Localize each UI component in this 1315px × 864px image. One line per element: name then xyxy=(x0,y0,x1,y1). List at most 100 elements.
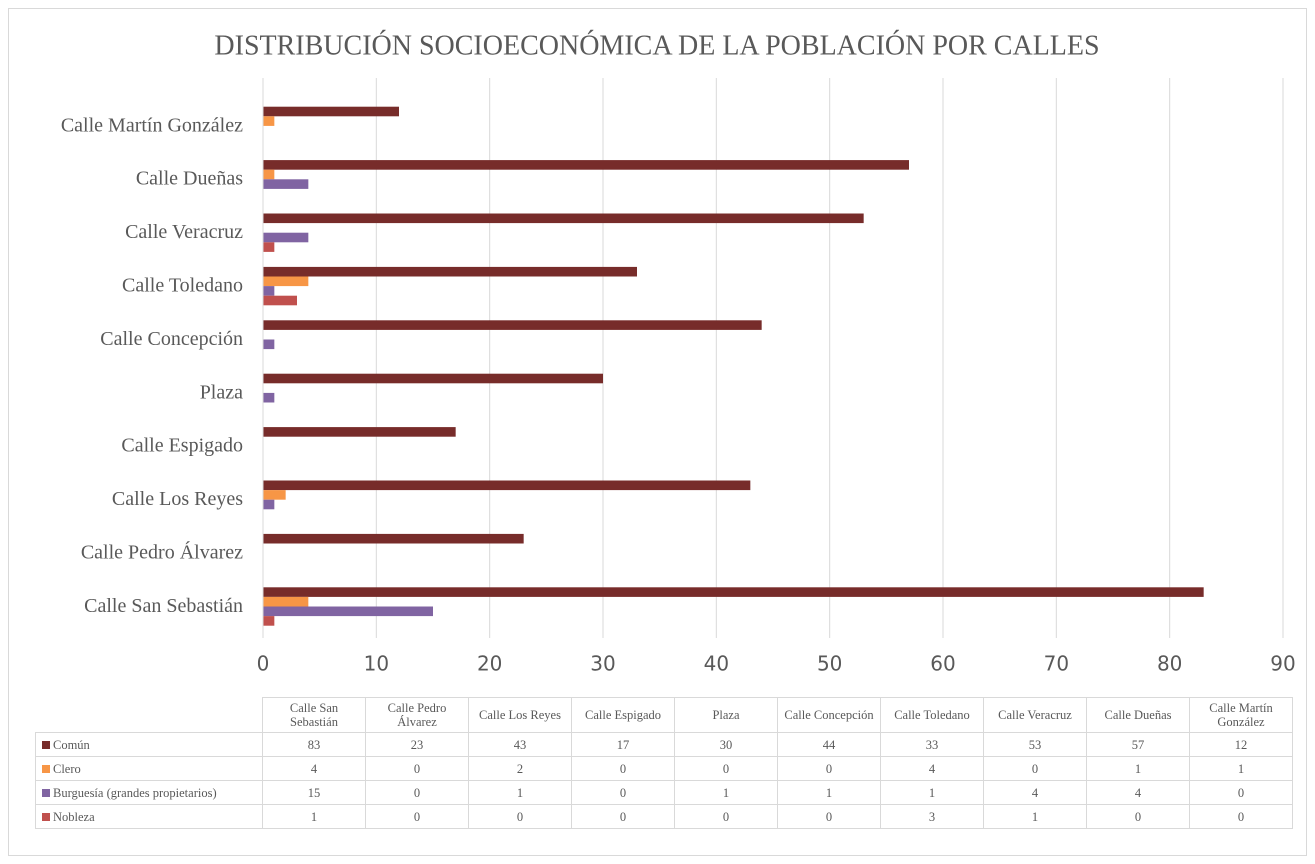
table-header-cell: Calle Pedro Álvarez xyxy=(365,697,469,733)
table-series-cell: Clero xyxy=(35,756,263,781)
bar xyxy=(263,106,399,117)
table-header-cell: Calle Veracruz xyxy=(983,697,1087,733)
y-tick-label: Calle Martín González xyxy=(61,114,243,136)
y-tick-label: Calle Espigado xyxy=(121,435,243,457)
chart-title: DISTRIBUCIÓN SOCIOECONÓMICA DE LA POBLAC… xyxy=(214,30,1099,61)
table-cell: 0 xyxy=(571,780,675,805)
table-header-cell: Calle Martín González xyxy=(1189,697,1293,733)
table-header-cell: Plaza xyxy=(674,697,778,733)
table-cell: 0 xyxy=(674,756,778,781)
table-cell: 4 xyxy=(880,756,984,781)
table-cell: 1 xyxy=(1086,756,1190,781)
bar xyxy=(263,276,309,287)
y-tick-label: Calle Dueñas xyxy=(136,168,243,190)
table-cell: 0 xyxy=(983,756,1087,781)
x-tick-label: 70 xyxy=(1044,652,1069,676)
bar xyxy=(263,286,275,296)
table-cell: 15 xyxy=(262,780,366,805)
table-cell: 0 xyxy=(365,804,469,829)
table-cell: 1 xyxy=(674,780,778,805)
table-cell: 23 xyxy=(365,732,469,757)
table-header-cell: Calle Espigado xyxy=(571,697,675,733)
bar xyxy=(263,499,275,510)
bar xyxy=(263,490,286,500)
bar xyxy=(263,606,433,617)
y-tick-label: Calle Toledano xyxy=(122,274,243,296)
table-cell: 0 xyxy=(1086,804,1190,829)
bar xyxy=(263,533,524,544)
legend-key xyxy=(42,740,50,749)
table-cell: 44 xyxy=(777,732,881,757)
bar xyxy=(263,320,762,330)
table-header-cell: Calle Dueñas xyxy=(1086,697,1190,733)
table-cell: 33 xyxy=(880,732,984,757)
bar xyxy=(263,339,275,350)
legend-label: Clero xyxy=(53,761,81,776)
table-cell: 1 xyxy=(880,780,984,805)
y-tick-label: Calle San Sebastián xyxy=(84,595,243,617)
bar xyxy=(263,295,297,306)
table-cell: 0 xyxy=(777,756,881,781)
y-tick-label: Calle Concepción xyxy=(100,328,243,350)
table-row: Común 83 23 43 17 30 44 33 53 57 12 xyxy=(35,732,1293,757)
bar xyxy=(263,232,309,243)
x-tick-label: 40 xyxy=(704,652,729,676)
bar xyxy=(263,116,275,126)
table-cell: 53 xyxy=(983,732,1087,757)
table-cell: 4 xyxy=(1086,780,1190,805)
legend-label: Burguesía (grandes propietarios) xyxy=(53,785,217,800)
x-tick-label: 0 xyxy=(257,652,270,676)
table-header-cell: Calle Los Reyes xyxy=(468,697,572,733)
bar xyxy=(263,392,275,403)
y-tick-label: Calle Veracruz xyxy=(125,221,243,243)
legend-key xyxy=(42,788,50,797)
table-cell: 1 xyxy=(983,804,1087,829)
table-header-cell: Calle Toledano xyxy=(880,697,984,733)
table-cell: 0 xyxy=(777,804,881,829)
bar xyxy=(263,169,275,180)
legend-label: Nobleza xyxy=(53,809,95,824)
table-cell: 0 xyxy=(571,756,675,781)
chart-border xyxy=(8,8,1307,856)
table-header-row: Calle San Sebastián Calle Pedro Álvarez Ca… xyxy=(36,697,1293,733)
table-cell: 1 xyxy=(777,780,881,805)
bar xyxy=(263,616,275,626)
table-series-cell: Nobleza xyxy=(35,804,263,829)
table-cell: 57 xyxy=(1086,732,1190,757)
bar xyxy=(263,242,275,252)
x-tick-label: 90 xyxy=(1270,652,1295,676)
bar xyxy=(263,596,309,607)
table-header-cell: Calle San Sebastián xyxy=(262,697,366,733)
bar xyxy=(263,160,909,170)
table-cell: 17 xyxy=(571,732,675,757)
table-cell: 0 xyxy=(365,780,469,805)
y-tick-label: Calle Los Reyes xyxy=(112,488,243,510)
bar xyxy=(263,480,751,491)
table-cell: 3 xyxy=(880,804,984,829)
table-cell: 1 xyxy=(262,804,366,829)
x-tick-label: 80 xyxy=(1157,652,1182,676)
table-cell: 2 xyxy=(468,756,572,781)
x-tick-label: 20 xyxy=(477,652,502,676)
table-cell: 1 xyxy=(468,780,572,805)
table-header-cell: Calle Concepción xyxy=(777,697,881,733)
table-cell: 0 xyxy=(674,804,778,829)
legend-label: Común xyxy=(53,737,90,752)
table-cell: 30 xyxy=(674,732,778,757)
bar xyxy=(263,266,637,277)
table-cell: 83 xyxy=(262,732,366,757)
table-series-cell: Burguesía (grandes propietarios) xyxy=(35,780,263,805)
bar xyxy=(263,179,309,189)
bar xyxy=(263,213,864,224)
table-cell: 0 xyxy=(571,804,675,829)
table-cell: 0 xyxy=(468,804,572,829)
y-tick-label: Plaza xyxy=(200,381,243,403)
x-tick-label: 10 xyxy=(364,652,389,676)
table-cell: 12 xyxy=(1189,732,1293,757)
bar xyxy=(263,373,603,384)
table-row: Clero 4 0 2 0 0 0 4 0 1 1 xyxy=(35,756,1293,781)
table-series-cell: Común xyxy=(35,732,263,757)
x-tick-label: 30 xyxy=(590,652,615,676)
bar xyxy=(263,427,456,437)
